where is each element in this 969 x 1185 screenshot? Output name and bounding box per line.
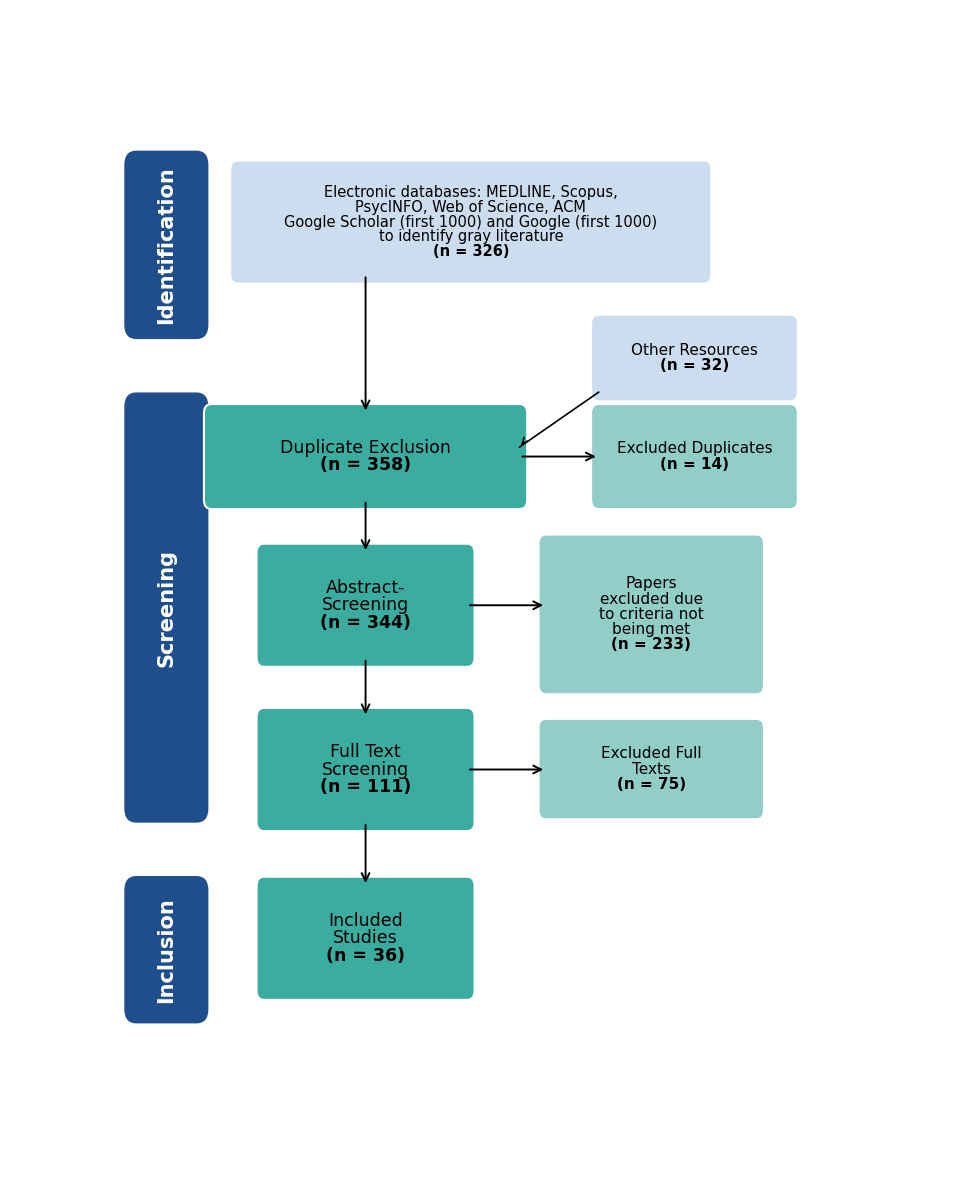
Text: Google Scholar (first 1000) and Google (first 1000): Google Scholar (first 1000) and Google (… (284, 214, 657, 230)
Text: Other Resources: Other Resources (631, 342, 757, 358)
FancyBboxPatch shape (230, 160, 710, 283)
FancyBboxPatch shape (125, 877, 207, 1023)
FancyBboxPatch shape (203, 404, 527, 510)
FancyBboxPatch shape (590, 404, 797, 510)
Text: (n = 75): (n = 75) (616, 777, 685, 792)
Text: Texts: Texts (631, 762, 670, 776)
FancyBboxPatch shape (538, 534, 764, 694)
Text: (n = 111): (n = 111) (320, 777, 411, 796)
FancyBboxPatch shape (256, 707, 474, 831)
Text: Papers: Papers (625, 576, 676, 591)
Text: Electronic databases: MEDLINE, Scopus,: Electronic databases: MEDLINE, Scopus, (324, 185, 617, 200)
Text: (n = 233): (n = 233) (610, 638, 691, 653)
Text: Screening: Screening (322, 761, 409, 779)
Text: PsycINFO, Web of Science, ACM: PsycINFO, Web of Science, ACM (355, 200, 585, 214)
Text: excluded due: excluded due (599, 591, 703, 607)
Text: Included: Included (328, 912, 402, 930)
Text: Identification: Identification (156, 166, 176, 324)
Text: (n = 358): (n = 358) (320, 456, 411, 474)
Text: Screening: Screening (322, 596, 409, 614)
Text: (n = 326): (n = 326) (432, 244, 509, 258)
FancyBboxPatch shape (256, 877, 474, 1000)
Text: Excluded Full: Excluded Full (601, 747, 701, 761)
Text: Duplicate Exclusion: Duplicate Exclusion (280, 438, 451, 457)
Text: Full Text: Full Text (329, 743, 400, 761)
Text: being met: being met (611, 622, 690, 638)
Text: Abstract-: Abstract- (326, 579, 405, 597)
Text: Screening: Screening (156, 549, 176, 666)
FancyBboxPatch shape (125, 393, 207, 822)
FancyBboxPatch shape (590, 315, 797, 402)
FancyBboxPatch shape (256, 544, 474, 667)
Text: to criteria not: to criteria not (598, 607, 703, 622)
Text: Studies: Studies (332, 929, 397, 947)
Text: (n = 32): (n = 32) (659, 358, 729, 373)
Text: (n = 344): (n = 344) (320, 614, 411, 632)
Text: to identify gray literature: to identify gray literature (378, 229, 563, 244)
FancyBboxPatch shape (125, 152, 207, 339)
Text: (n = 36): (n = 36) (326, 947, 405, 965)
Text: Excluded Duplicates: Excluded Duplicates (616, 441, 771, 456)
Text: (n = 14): (n = 14) (659, 456, 729, 472)
Text: Inclusion: Inclusion (156, 897, 176, 1003)
FancyBboxPatch shape (538, 719, 764, 819)
